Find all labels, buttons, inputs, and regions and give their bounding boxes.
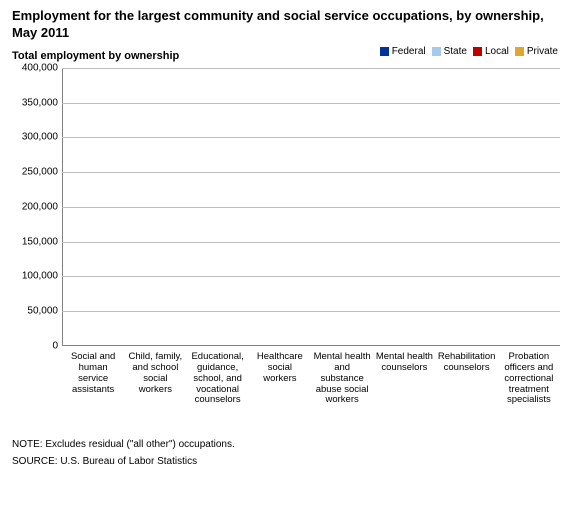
legend-swatch <box>432 47 441 56</box>
plot-area: 050,000100,000150,000200,000250,000300,0… <box>62 68 560 346</box>
x-tick-label: Probation officers and correctional trea… <box>498 348 560 434</box>
y-tick-label: 350,000 <box>12 97 58 108</box>
x-tick-label: Educational, guidance, school, and vocat… <box>187 348 249 434</box>
grid-line <box>62 276 560 277</box>
x-tick-label: Mental health counselors <box>373 348 435 434</box>
y-tick-label: 400,000 <box>12 62 58 73</box>
legend-swatch <box>515 47 524 56</box>
y-tick-label: 200,000 <box>12 201 58 212</box>
grid-line <box>62 103 560 104</box>
legend-label: Private <box>527 46 558 57</box>
legend-label: Federal <box>392 46 426 57</box>
grid-line <box>62 68 560 69</box>
plot-wrap: FederalStateLocalPrivate 050,000100,0001… <box>12 64 568 434</box>
y-tick-label: 50,000 <box>12 306 58 317</box>
y-tick-label: 150,000 <box>12 236 58 247</box>
legend-swatch <box>380 47 389 56</box>
source: SOURCE: U.S. Bureau of Labor Statistics <box>12 455 568 469</box>
x-tick-label: Healthcare social workers <box>249 348 311 434</box>
y-tick-label: 0 <box>12 340 58 351</box>
note: NOTE: Excludes residual ("all other") oc… <box>12 438 568 452</box>
y-tick-label: 300,000 <box>12 132 58 143</box>
x-labels: Social and human service assistantsChild… <box>62 348 560 434</box>
legend-label: Local <box>485 46 509 57</box>
y-tick-label: 250,000 <box>12 167 58 178</box>
x-tick-label: Social and human service assistants <box>62 348 124 434</box>
legend: Federal State Local Private <box>380 46 558 57</box>
x-tick-label: Rehabilitation counselors <box>436 348 498 434</box>
legend-item: Federal <box>380 46 426 57</box>
grid-line <box>62 311 560 312</box>
grid-line <box>62 207 560 208</box>
y-tick-label: 100,000 <box>12 271 58 282</box>
x-tick-label: Child, family, and school social workers <box>124 348 186 434</box>
legend-item: Private <box>515 46 558 57</box>
legend-item: Local <box>473 46 509 57</box>
legend-item: State <box>432 46 467 57</box>
chart-title: Employment for the largest community and… <box>12 8 568 42</box>
grid-line <box>62 137 560 138</box>
x-tick-label: Mental health and substance abuse social… <box>311 348 373 434</box>
grid-line <box>62 172 560 173</box>
legend-swatch <box>473 47 482 56</box>
legend-label: State <box>444 46 467 57</box>
chart-container: Employment for the largest community and… <box>0 0 580 527</box>
grid-line <box>62 242 560 243</box>
